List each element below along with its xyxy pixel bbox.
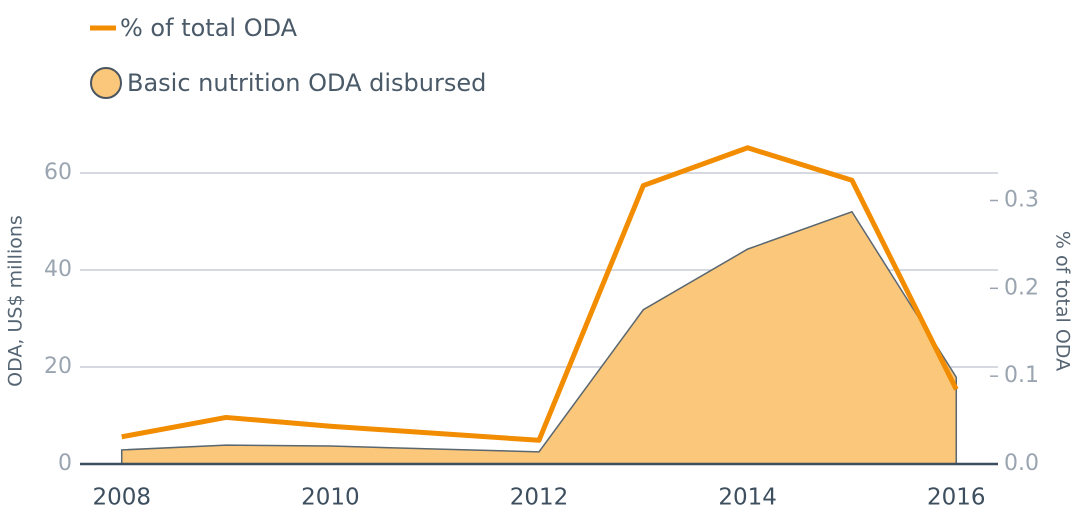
x-tick-label: 2008 [92, 485, 151, 511]
legend-swatch [90, 67, 122, 99]
y2-axis-label: % of total ODA [1052, 231, 1074, 371]
y-tick-label: 20 [44, 354, 72, 379]
y-axis-label: ODA, US$ millions [5, 215, 27, 387]
x-tick-label: 2016 [927, 485, 986, 511]
y2-tick-label: 0.1 [1004, 363, 1039, 388]
legend-label: % of total ODA [120, 14, 298, 42]
y-tick-label: 40 [44, 257, 72, 282]
x-tick-label: 2010 [301, 485, 360, 511]
legend-label: Basic nutrition ODA disbursed [127, 69, 486, 97]
y2-tick-label: 0.3 [1004, 187, 1039, 212]
x-tick-label: 2014 [718, 485, 777, 511]
x-tick-label: 2012 [510, 485, 569, 511]
line [121, 145, 959, 443]
y-tick-label: 0 [58, 451, 72, 476]
y-tick-label: 60 [44, 160, 72, 185]
area [120, 210, 958, 465]
y2-tick-label: 0.0 [1004, 451, 1039, 476]
y2-tick-label: 0.2 [1004, 275, 1039, 300]
